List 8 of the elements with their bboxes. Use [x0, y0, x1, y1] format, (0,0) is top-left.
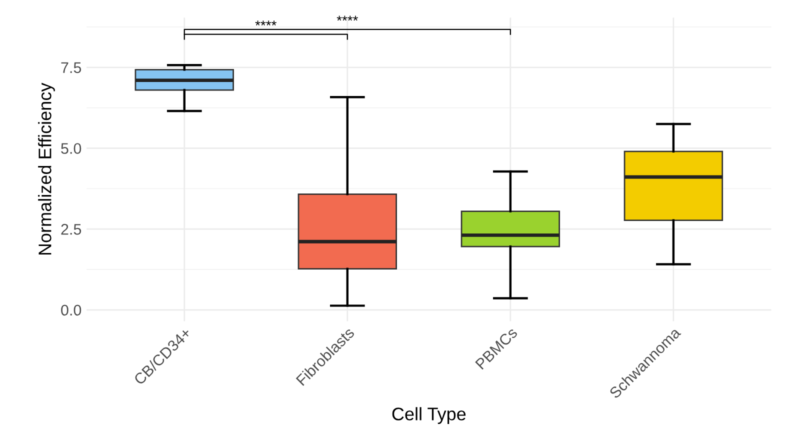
- y-tick-label: 5.0: [61, 143, 82, 154]
- x-axis-title: Cell Type: [392, 407, 466, 424]
- y-tick-label: 7.5: [61, 62, 82, 74]
- y-tick-label: 2.5: [61, 224, 82, 235]
- y-tick-label: 0.0: [61, 304, 82, 316]
- y-axis-title: Normalized Efficiency: [38, 82, 55, 255]
- annotation: ****: [336, 16, 358, 21]
- annotation: ****: [255, 20, 276, 26]
